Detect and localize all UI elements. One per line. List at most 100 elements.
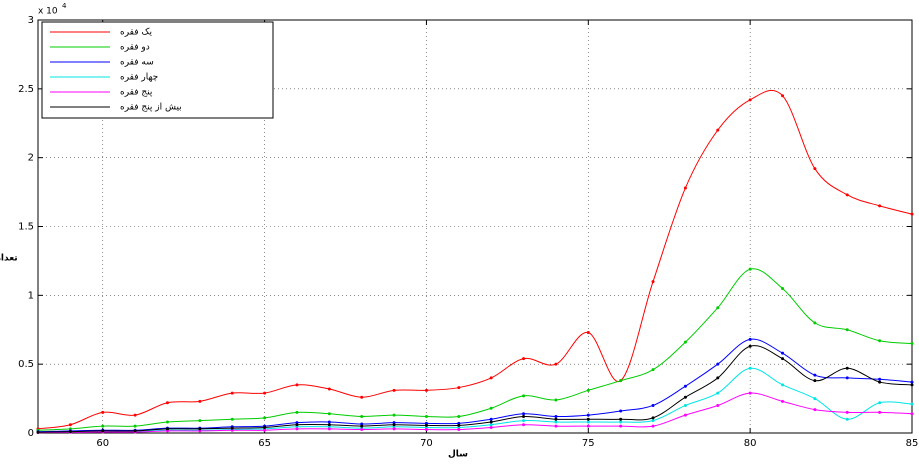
point [910,380,914,384]
x-tick-label: 60 [96,438,109,449]
y-tick-label: 2.5 [18,84,34,95]
point [360,422,364,426]
point [327,387,331,391]
point [878,377,882,381]
point [651,416,655,420]
point [230,428,234,432]
point [424,414,428,418]
point [651,424,655,428]
point [198,419,202,423]
point [295,383,299,387]
point [683,403,687,407]
point [522,394,526,398]
point [813,373,817,377]
y-tick-label: 2 [28,153,34,164]
point [586,413,590,417]
point [489,425,493,429]
point [748,98,752,102]
point [878,401,882,405]
point [651,403,655,407]
point [910,402,914,406]
point [457,423,461,427]
point [133,429,137,433]
point [198,427,202,431]
point [845,376,849,380]
series-line [37,392,913,434]
point [263,425,267,429]
x-tick-label: 80 [744,438,757,449]
plot-frame [37,19,913,434]
legend-label: چهار فقره [120,73,158,83]
point [489,423,493,427]
point [910,412,914,416]
multiplier: x 10 [38,7,58,17]
point [716,128,720,132]
x-tick-label: 65 [258,438,271,449]
point [910,342,914,346]
point [263,391,267,395]
point [878,380,882,384]
point [554,424,558,428]
point [554,362,558,366]
point [748,391,752,395]
legend-label: پنج فقره [120,88,153,98]
point [716,403,720,407]
point [424,425,428,429]
point [457,421,461,425]
point [327,427,331,431]
point [360,414,364,418]
legend-label: بیش از پنج فقره [120,103,182,113]
point [295,423,299,427]
series-line [37,268,913,431]
point [424,428,428,432]
point [327,425,331,429]
point [165,429,169,433]
point [748,344,752,348]
point [845,366,849,370]
point [165,427,169,431]
series-line [37,338,913,433]
legend-label: سه فقره [120,58,154,68]
point [781,383,785,387]
point [586,417,590,421]
point [554,420,558,424]
point [230,417,234,421]
point [910,383,914,387]
point [392,427,396,431]
point [813,397,817,401]
point [619,409,623,413]
point [392,423,396,427]
point [327,420,331,424]
y-tick-label: 1.5 [18,222,34,233]
point [133,413,137,417]
legend-label: دو فقره [120,43,150,53]
point [457,386,461,390]
point [68,430,72,434]
point [813,408,817,412]
point [586,388,590,392]
point [716,362,720,366]
point [781,399,785,403]
point [522,414,526,418]
point [327,423,331,427]
point [683,395,687,399]
point [554,414,558,418]
series-line [37,367,913,433]
point [101,429,105,433]
point [619,417,623,421]
point [457,425,461,429]
point [392,421,396,425]
y-tick-label: 0.5 [18,359,34,370]
legend-label: یک فقره [120,28,152,38]
point [457,414,461,418]
point [392,388,396,392]
point [263,428,267,432]
point [489,417,493,421]
x-tick-label: 75 [582,438,595,449]
point [522,423,526,427]
multiplier-exponent: 4 [62,2,67,10]
point [424,423,428,427]
point [813,379,817,383]
point [489,376,493,380]
